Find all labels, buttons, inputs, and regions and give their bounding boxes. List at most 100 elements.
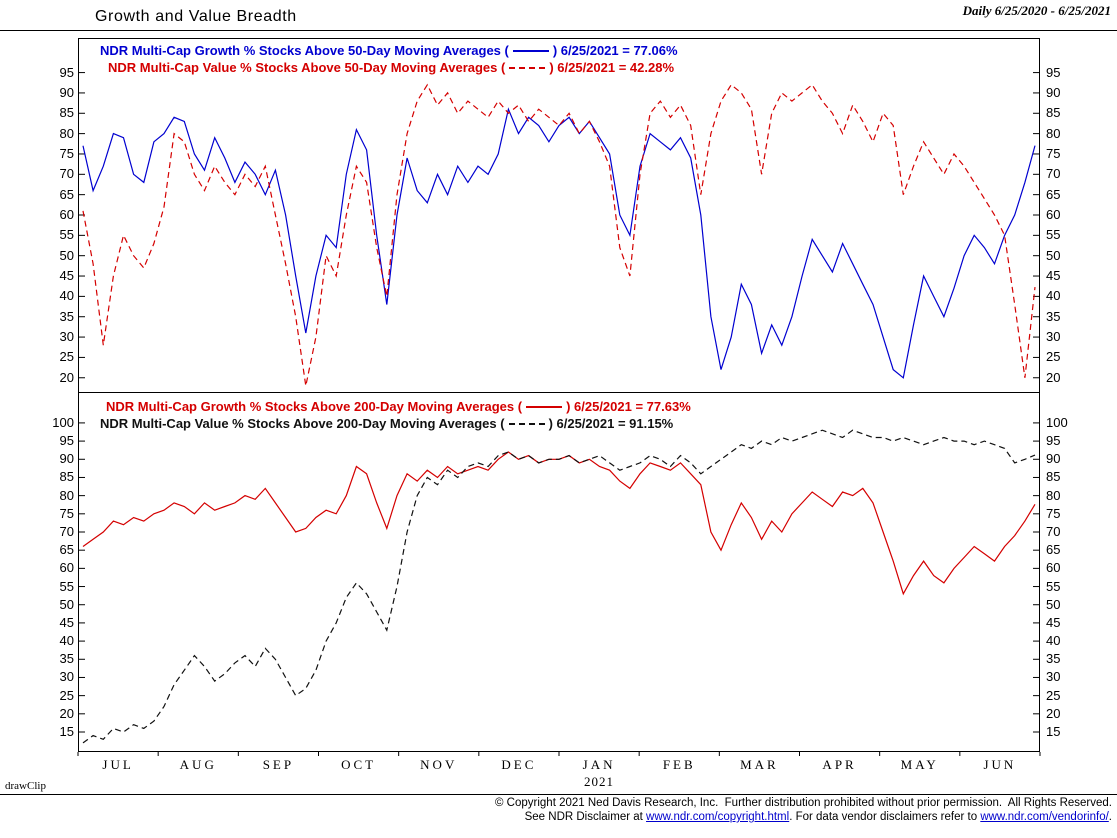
x-axis-month-label: JAN	[582, 757, 616, 772]
y-axis-tick-label: 20	[1046, 705, 1061, 721]
legend-value-200dma: NDR Multi-Cap Value % Stocks Above 200-D…	[100, 416, 673, 431]
y-axis-tick-label: 85	[1046, 105, 1061, 121]
disclaimer-text-1: See NDR Disclaimer at	[524, 811, 647, 823]
y-axis-tick-label: 60	[1046, 207, 1061, 222]
footer-divider	[0, 794, 1117, 795]
y-axis-tick-label: 25	[59, 349, 74, 365]
disclaimer-line: See NDR Disclaimer at www.ndr.com/copyri…	[525, 811, 1112, 823]
y-axis-tick-label: 25	[1046, 687, 1061, 703]
y-axis-tick-label: 90	[1046, 84, 1061, 100]
y-axis-tick-label: 80	[1046, 487, 1061, 503]
y-axis-tick-label: 95	[1046, 433, 1061, 449]
y-axis-tick-label: 55	[1046, 578, 1061, 594]
y-axis-tick-label: 15	[1046, 724, 1061, 739]
top-panel-50dma-chart	[78, 72, 1040, 387]
x-axis-month-label: OCT	[341, 757, 377, 772]
dashed-line-sample	[508, 423, 545, 425]
y-axis-tick-label: 40	[59, 633, 74, 649]
y-axis-tick-label: 100	[1046, 414, 1068, 430]
y-axis-tick-label: 65	[1046, 186, 1061, 202]
y-axis-tick-label: 90	[59, 451, 74, 467]
y-axis-tick-label: 95	[1046, 64, 1061, 80]
y-axis-tick-label: 95	[59, 64, 74, 80]
y-axis-tick-label: 50	[59, 247, 74, 263]
page-title: Growth and Value Breadth	[95, 8, 297, 25]
y-axis-tick-label: 65	[1046, 542, 1061, 558]
bottom-panel-200dma-chart	[77, 422, 1041, 756]
y-axis-tick-label: 65	[59, 542, 74, 558]
y-axis-tick-label: 70	[59, 524, 74, 539]
x-axis-month-label: FEB	[662, 757, 696, 772]
legend-text-close: ) 6/25/2021 = 77.63%	[566, 399, 691, 414]
solid-line-sample	[526, 406, 563, 408]
y-axis-tick-label: 80	[1046, 125, 1061, 141]
x-axis-month-label: SEP	[262, 757, 295, 772]
y-axis-tick-label: 75	[59, 145, 74, 161]
plot-frame	[78, 38, 1040, 752]
y-axis-tick-label: 50	[1046, 247, 1061, 263]
y-axis-tick-label: 70	[1046, 166, 1061, 182]
y-axis-tick-label: 45	[59, 614, 74, 630]
x-axis-month-label: APR	[822, 757, 857, 772]
y-axis-tick-label: 90	[59, 84, 74, 100]
y-axis-tick-label: 45	[59, 268, 74, 284]
y-axis-tick-label: 40	[1046, 288, 1061, 304]
panel-divider	[78, 392, 1040, 393]
y-axis-tick-label: 70	[59, 166, 74, 182]
y-axis-tick-label: 25	[1046, 349, 1061, 365]
legend-text-close: ) 6/25/2021 = 77.06%	[552, 43, 678, 58]
x-axis-month-label: DEC	[501, 757, 537, 772]
drawclip-watermark: drawClip	[5, 780, 46, 792]
x-axis-month-label: MAY	[900, 757, 939, 772]
disclaimer-text-3: .	[1108, 811, 1112, 823]
y-axis-tick-label: 100	[52, 414, 74, 430]
y-axis-tick-label: 20	[59, 369, 74, 385]
disclaimer-text-2: . For data vendor disclaimers refer to	[789, 811, 981, 823]
y-axis-tick-label: 45	[1046, 614, 1061, 630]
y-axis-tick-label: 55	[59, 227, 74, 243]
y-axis-tick-label: 60	[1046, 560, 1061, 576]
y-axis-tick-label: 30	[59, 669, 74, 685]
ndr-copyright-link[interactable]: www.ndr.com/copyright.html	[646, 811, 790, 823]
y-axis-tick-label: 75	[59, 505, 74, 521]
y-axis-tick-label: 30	[1046, 329, 1061, 345]
y-axis-tick-label: 65	[59, 186, 74, 202]
y-axis-tick-label: 75	[1046, 505, 1061, 521]
solid-line-sample	[512, 50, 549, 52]
legend-value-50dma: NDR Multi-Cap Value % Stocks Above 50-Da…	[108, 60, 674, 75]
y-axis-tick-label: 95	[59, 433, 74, 449]
y-axis-tick-label: 20	[59, 705, 74, 721]
date-range-label: Daily 6/25/2020 - 6/25/2021	[962, 3, 1111, 18]
y-axis-tick-label: 45	[1046, 268, 1061, 284]
legend-text-open: NDR Multi-Cap Growth % Stocks Above 50-D…	[100, 43, 509, 58]
y-axis-tick-label: 85	[59, 469, 74, 485]
legend-text-open: NDR Multi-Cap Growth % Stocks Above 200-…	[106, 399, 523, 414]
y-axis-tick-label: 35	[1046, 308, 1061, 324]
y-axis-tick-label: 75	[1046, 145, 1061, 161]
legend-text-close: ) 6/25/2021 = 42.28%	[549, 60, 675, 75]
y-axis-tick-label: 25	[59, 687, 74, 703]
y-axis-tick-label: 40	[1046, 633, 1061, 649]
y-axis-tick-label: 55	[59, 578, 74, 594]
y-axis-tick-label: 20	[1046, 369, 1061, 385]
y-axis-tick-label: 50	[59, 596, 74, 612]
y-axis-tick-label: 90	[1046, 451, 1061, 467]
x-axis-month-label: NOV	[420, 757, 458, 772]
y-axis-tick-label: 80	[59, 487, 74, 503]
header-divider	[0, 30, 1117, 31]
legend-text-open: NDR Multi-Cap Value % Stocks Above 50-Da…	[108, 60, 506, 75]
series-line	[82, 429, 1036, 744]
series-line	[82, 451, 1036, 596]
dashed-line-sample	[509, 67, 546, 69]
legend-text-open: NDR Multi-Cap Value % Stocks Above 200-D…	[100, 416, 505, 431]
x-axis-month-labels: JUL AUG SEP OCT NOV DEC JAN FEB MAR APR MAY JUN	[78, 757, 1040, 777]
y-axis-tick-label: 55	[1046, 227, 1061, 243]
legend-text-close: ) 6/25/2021 = 91.15%	[548, 416, 674, 431]
y-axis-tick-label: 40	[59, 288, 74, 304]
series-line	[82, 107, 1036, 379]
ndr-vendorinfo-link[interactable]: www.ndr.com/vendorinfo/	[980, 811, 1109, 823]
y-axis-tick-label: 85	[59, 105, 74, 121]
x-axis-month-label: JUN	[983, 757, 1017, 772]
legend-growth-200dma: NDR Multi-Cap Growth % Stocks Above 200-…	[106, 399, 691, 414]
